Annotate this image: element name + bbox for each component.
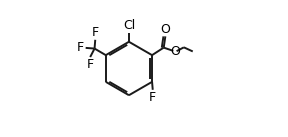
Text: F: F: [77, 41, 84, 54]
Text: O: O: [160, 23, 170, 36]
Text: O: O: [170, 45, 180, 58]
Text: F: F: [87, 58, 94, 71]
Text: F: F: [149, 91, 156, 104]
Text: Cl: Cl: [123, 19, 135, 32]
Text: F: F: [92, 26, 99, 39]
